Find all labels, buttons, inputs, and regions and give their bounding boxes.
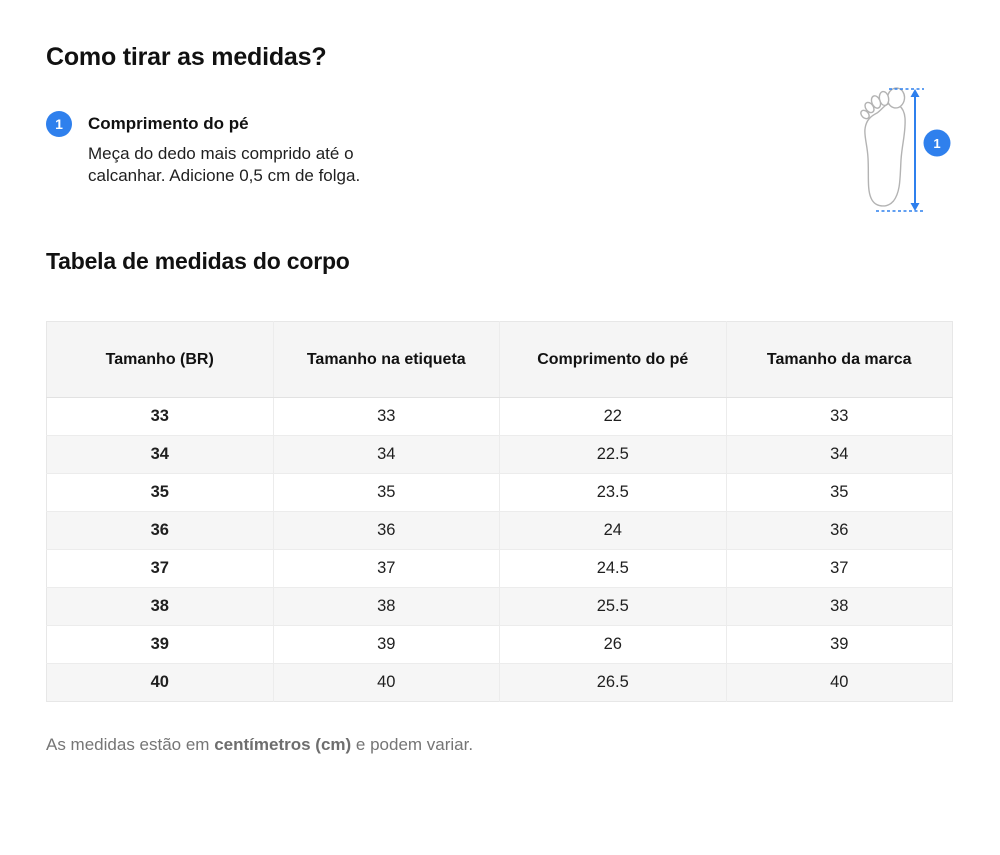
cell-size-br: 33 xyxy=(46,397,273,436)
table-cell: 36 xyxy=(272,511,500,550)
table-header-row: Tamanho (BR) Tamanho na etiqueta Comprimen… xyxy=(46,321,953,398)
cell-size-br: 34 xyxy=(46,435,273,474)
size-guide-page: Como tirar as medidas? 1 Comprimento do … xyxy=(0,43,1000,755)
size-table-head: Tamanho (BR) Tamanho na etiqueta Comprimen… xyxy=(46,321,953,398)
instruction-item: 1 Comprimento do pé Meça do dedo mais co… xyxy=(46,110,953,187)
diagram-step-badge xyxy=(923,129,951,157)
size-table-body: 33 33 22 33 34 34 22.5 34 35 35 23.5 35 36 36 24 36 37 37… xyxy=(46,397,953,702)
table-cell: 36 xyxy=(725,511,953,550)
table-cell: 35 xyxy=(272,473,500,512)
units-note-prefix: As medidas estão em xyxy=(46,735,215,754)
table-cell: 24 xyxy=(499,511,726,550)
table-cell: 22 xyxy=(499,397,726,436)
table-cell: 40 xyxy=(725,663,953,702)
table-cell: 34 xyxy=(272,435,500,474)
table-cell: 34 xyxy=(725,435,953,474)
toe xyxy=(864,101,875,114)
table-cell: 40 xyxy=(272,663,500,702)
table-cell: 26 xyxy=(499,625,726,664)
cell-size-br: 36 xyxy=(46,511,273,550)
units-note-bold: centímetros (cm) xyxy=(214,735,352,754)
step-1-badge: 1 xyxy=(46,111,72,137)
section-title: Tabela de medidas do corpo xyxy=(46,248,350,274)
table-cell: 35 xyxy=(725,473,953,512)
table-row: 37 37 24.5 37 xyxy=(46,549,953,588)
table-cell: 38 xyxy=(272,587,500,626)
toe xyxy=(870,95,882,109)
instruction-text: Comprimento do pé Meça do dedo mais comp… xyxy=(88,110,430,187)
foot-measurement-diagram: 1 xyxy=(858,86,954,216)
measure-arrow-top xyxy=(910,89,920,97)
table-row: 40 40 26.5 40 xyxy=(46,663,953,702)
table-cell: 24.5 xyxy=(499,549,726,588)
measurement-instructions: 1 Comprimento do pé Meça do dedo mais co… xyxy=(46,87,953,218)
cell-size-br: 37 xyxy=(46,549,273,588)
instruction-description: Meça do dedo mais comprido até o calcanh… xyxy=(88,144,361,185)
column-header: Tamanho (BR) xyxy=(46,321,273,398)
cell-size-br: 35 xyxy=(46,473,273,512)
toe xyxy=(860,109,870,120)
table-cell: 33 xyxy=(272,397,500,436)
units-note: As medidas estão em centímetros (cm) e p… xyxy=(46,735,953,755)
foot-sole-outline xyxy=(864,102,906,207)
table-row: 34 34 22.5 34 xyxy=(46,435,953,474)
table-cell: 23.5 xyxy=(499,473,726,512)
measure-arrow-bottom xyxy=(910,203,920,211)
column-header: Comprimento do pé xyxy=(499,321,726,398)
table-cell: 39 xyxy=(725,625,953,664)
table-row: 33 33 22 33 xyxy=(46,397,953,436)
column-header: Tamanho na etiqueta xyxy=(272,321,500,398)
cell-size-br: 38 xyxy=(46,587,273,626)
table-cell: 37 xyxy=(272,549,500,588)
table-cell: 33 xyxy=(725,397,953,436)
column-header: Tamanho da marca xyxy=(725,321,953,398)
table-row: 38 38 25.5 38 xyxy=(46,587,953,626)
cell-size-br: 39 xyxy=(46,625,273,664)
diagram-step-number: 1 xyxy=(933,136,940,151)
size-table: Tamanho (BR) Tamanho na etiqueta Comprimen… xyxy=(46,321,953,702)
table-cell: 38 xyxy=(725,587,953,626)
table-cell: 37 xyxy=(725,549,953,588)
table-cell: 26.5 xyxy=(499,663,726,702)
table-row: 39 39 26 39 xyxy=(46,625,953,664)
units-note-suffix: e podem variar. xyxy=(351,735,474,754)
table-cell: 39 xyxy=(272,625,500,664)
page-title: Como tirar as medidas? xyxy=(46,43,327,71)
instruction-title: Comprimento do pé xyxy=(88,114,249,133)
foot-icon: 1 xyxy=(860,87,951,212)
table-row: 36 36 24 36 xyxy=(46,511,953,550)
table-cell: 22.5 xyxy=(499,435,726,474)
cell-size-br: 40 xyxy=(46,663,273,702)
table-cell: 25.5 xyxy=(499,587,726,626)
table-row: 35 35 23.5 35 xyxy=(46,473,953,512)
